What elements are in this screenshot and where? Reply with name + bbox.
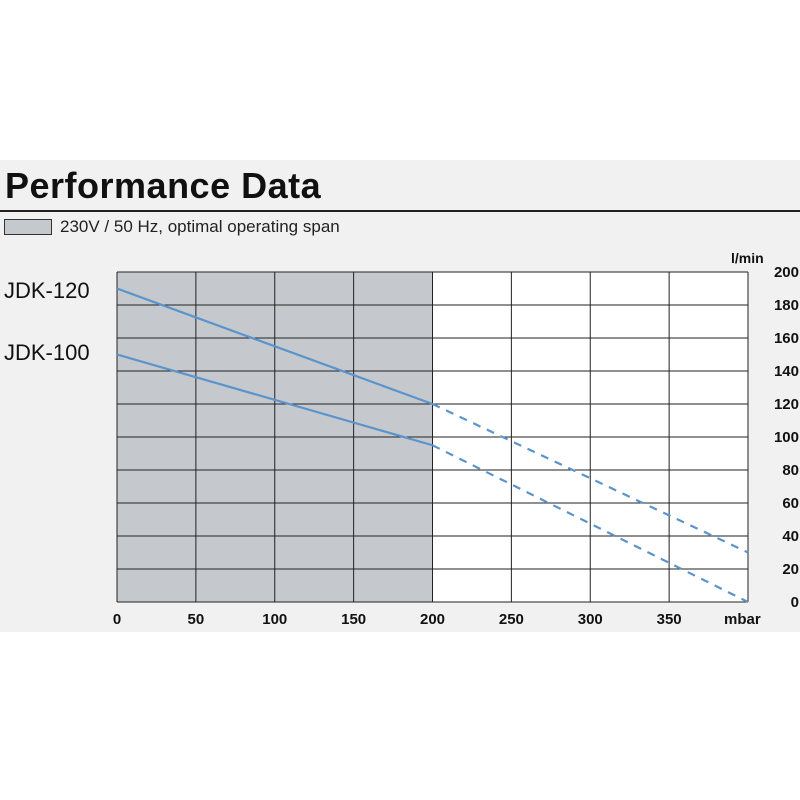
series-line-jdk-120-solid	[116, 287, 433, 406]
y-tick-label: 160	[774, 330, 799, 347]
y-tick-label: 180	[774, 297, 799, 314]
x-tick-label: 0	[113, 611, 121, 628]
series-label-jdk-100: JDK-100	[4, 340, 90, 365]
x-tick-label: 50	[188, 611, 205, 628]
chart-title: Performance Data	[5, 165, 322, 206]
y-tick-label: 100	[774, 429, 799, 446]
legend-swatch	[4, 219, 52, 235]
x-tick-label: 150	[341, 611, 366, 628]
series-line-jdk-120-dashed	[432, 403, 749, 554]
x-axis-unit: mbar	[724, 611, 761, 628]
y-tick-label: 0	[791, 594, 799, 611]
y-tick-label: 200	[774, 264, 799, 281]
legend-label: 230V / 50 Hz, optimal operating span	[60, 217, 340, 236]
title-underline	[0, 210, 800, 212]
x-tick-label: 250	[499, 611, 524, 628]
y-tick-label: 140	[774, 363, 799, 380]
y-axis-unit: l/min	[731, 250, 764, 266]
y-tick-label: 80	[782, 462, 799, 479]
x-tick-label: 300	[578, 611, 603, 628]
x-tick-label: 100	[262, 611, 287, 628]
series-label-jdk-120: JDK-120	[4, 278, 90, 303]
x-tick-label: 200	[420, 611, 445, 628]
x-tick-label: 350	[657, 611, 682, 628]
y-tick-label: 60	[782, 495, 799, 512]
series-line-jdk-100-solid	[116, 353, 433, 447]
y-tick-label: 120	[774, 396, 799, 413]
y-tick-label: 40	[782, 528, 799, 545]
y-tick-label: 20	[782, 561, 799, 578]
